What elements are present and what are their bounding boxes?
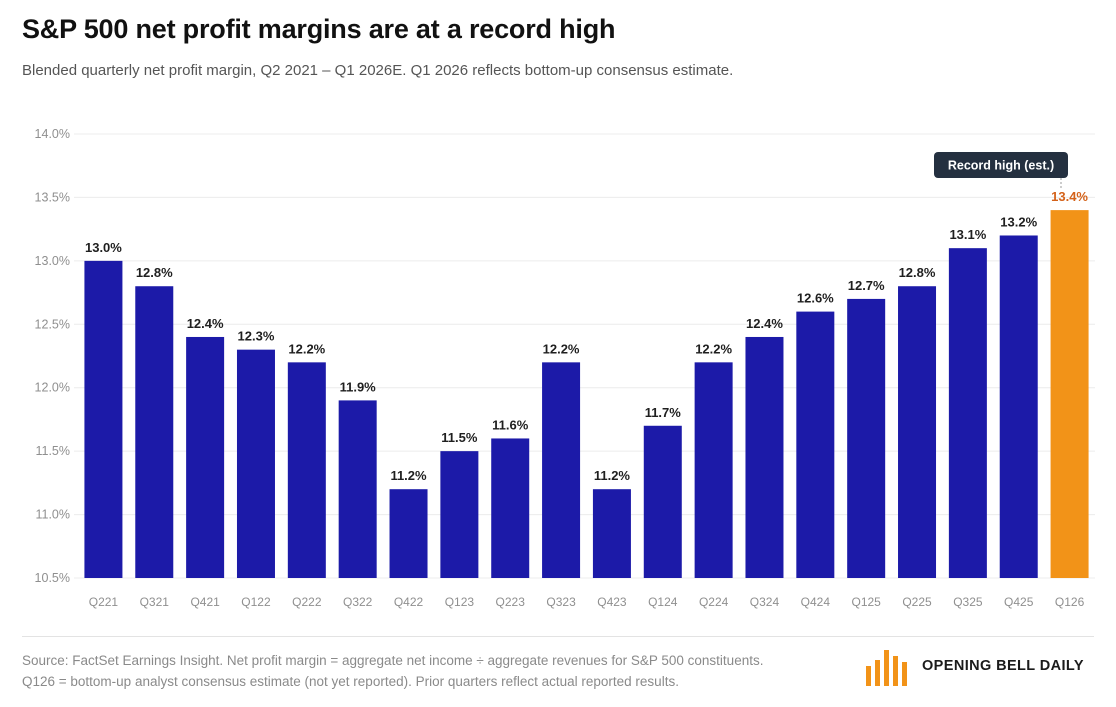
x-tick-label: Q221 bbox=[89, 595, 119, 609]
x-tick-label: Q421 bbox=[190, 595, 220, 609]
x-tick-label: Q424 bbox=[801, 595, 831, 609]
x-tick-label: Q223 bbox=[496, 595, 526, 609]
y-tick-label: 14.0% bbox=[35, 127, 70, 141]
bar bbox=[491, 438, 530, 578]
bar bbox=[186, 336, 225, 578]
bar bbox=[287, 362, 326, 578]
bar bbox=[898, 286, 937, 578]
y-tick-label: 12.0% bbox=[35, 381, 70, 395]
x-tick-label: Q225 bbox=[902, 595, 932, 609]
data-label: 13.1% bbox=[949, 227, 986, 242]
brand-logo: OPENING BELL DAILY bbox=[866, 646, 1084, 686]
x-tick-label: Q126 bbox=[1055, 595, 1085, 609]
record-high-annotation: Record high (est.) bbox=[934, 152, 1068, 188]
data-label: 11.9% bbox=[340, 379, 377, 394]
bar bbox=[84, 260, 123, 578]
bar bbox=[389, 489, 428, 578]
y-tick-label: 13.5% bbox=[35, 190, 70, 204]
bar bbox=[847, 298, 886, 578]
bar bbox=[694, 362, 733, 578]
data-label: 13.2% bbox=[1000, 214, 1037, 229]
x-axis-ticks: Q221 Q321 Q421 Q122 Q222 Q322 Q422 Q123 Q223 Q323… bbox=[89, 595, 1085, 609]
y-tick-label: 11.0% bbox=[35, 508, 70, 522]
gridlines bbox=[74, 133, 1095, 579]
x-tick-label: Q321 bbox=[140, 595, 170, 609]
x-tick-label: Q324 bbox=[750, 595, 780, 609]
x-tick-label: Q423 bbox=[597, 595, 627, 609]
source-note: Source: FactSet Earnings Insight. Net pr… bbox=[22, 650, 763, 692]
x-tick-label: Q323 bbox=[546, 595, 576, 609]
chart-title: S&P 500 net profit margins are at a reco… bbox=[22, 14, 616, 44]
y-tick-label: 12.5% bbox=[35, 317, 70, 331]
bar bbox=[999, 235, 1038, 578]
bar bbox=[135, 286, 174, 578]
data-label: 12.8% bbox=[899, 265, 936, 280]
x-tick-label: Q222 bbox=[292, 595, 322, 609]
x-tick-label: Q124 bbox=[648, 595, 678, 609]
bar bbox=[745, 336, 784, 578]
annotation-box bbox=[934, 152, 1068, 178]
data-label: 11.2% bbox=[594, 468, 631, 483]
bar bbox=[592, 489, 631, 578]
bar-highlight bbox=[1050, 210, 1089, 578]
brand-name: OPENING BELL DAILY bbox=[922, 658, 1084, 674]
footer-divider bbox=[22, 636, 1094, 637]
chart-subtitle: Blended quarterly net profit margin, Q2 … bbox=[22, 62, 734, 79]
bar bbox=[796, 311, 835, 578]
bar-chart: 10.5% 11.0% 11.5% 12.0% 12.5% 13.0% 13.5% 14.0%… bbox=[35, 127, 1095, 609]
value-labels: 13.0% 12.8% 12.4% 12.3% 12.2% 11.9% 11.2% 11.5%… bbox=[85, 189, 1088, 483]
annotation-label: Record high (est.) bbox=[948, 159, 1054, 173]
y-tick-label: 10.5% bbox=[35, 571, 70, 585]
bar bbox=[643, 425, 682, 578]
data-label: 12.4% bbox=[187, 316, 224, 331]
x-tick-label: Q125 bbox=[851, 595, 881, 609]
data-label: 12.6% bbox=[797, 291, 834, 306]
y-tick-label: 11.5% bbox=[35, 444, 70, 458]
data-label: 11.2% bbox=[390, 468, 427, 483]
data-label: 12.4% bbox=[746, 316, 783, 331]
data-label: 13.4% bbox=[1051, 189, 1088, 204]
data-label: 12.3% bbox=[238, 329, 275, 344]
data-label: 12.2% bbox=[543, 341, 580, 356]
bars bbox=[84, 210, 1089, 578]
x-tick-label: Q224 bbox=[699, 595, 729, 609]
y-tick-label: 13.0% bbox=[35, 254, 70, 268]
x-tick-label: Q422 bbox=[394, 595, 424, 609]
source-line-1: Source: FactSet Earnings Insight. Net pr… bbox=[22, 653, 764, 668]
bar bbox=[542, 362, 581, 578]
data-label: 11.6% bbox=[492, 417, 529, 432]
data-label: 12.7% bbox=[848, 278, 885, 293]
bar bbox=[440, 451, 479, 578]
x-tick-label: Q123 bbox=[445, 595, 475, 609]
x-tick-label: Q122 bbox=[241, 595, 271, 609]
source-line-2: Q126 = bottom-up analyst consensus estim… bbox=[22, 674, 679, 689]
data-label: 11.7% bbox=[645, 405, 682, 420]
data-label: 12.8% bbox=[136, 265, 173, 280]
bar bbox=[338, 400, 377, 578]
bar bbox=[948, 248, 987, 578]
x-tick-label: Q322 bbox=[343, 595, 373, 609]
bar-chart-logo-icon bbox=[866, 650, 907, 686]
bar bbox=[236, 349, 275, 578]
data-label: 13.0% bbox=[85, 240, 122, 255]
y-axis-ticks: 10.5% 11.0% 11.5% 12.0% 12.5% 13.0% 13.5% 14.0% bbox=[35, 127, 70, 585]
x-tick-label: Q425 bbox=[1004, 595, 1034, 609]
data-label: 11.5% bbox=[441, 430, 478, 445]
data-label: 12.2% bbox=[695, 341, 732, 356]
x-tick-label: Q325 bbox=[953, 595, 983, 609]
data-label: 12.2% bbox=[288, 341, 325, 356]
